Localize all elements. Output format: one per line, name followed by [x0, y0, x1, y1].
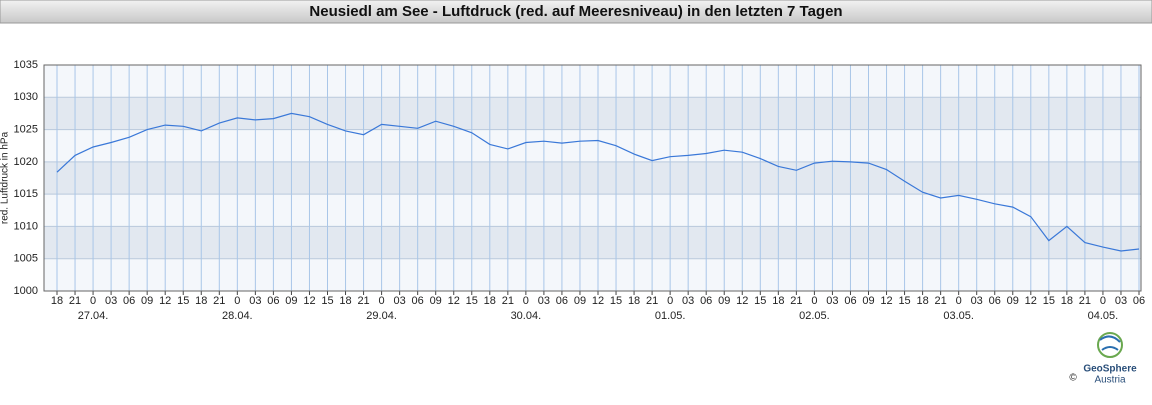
x-tick-label: 21 [1079, 295, 1091, 307]
x-tick-label: 18 [772, 295, 784, 307]
x-tick-label: 21 [69, 295, 81, 307]
y-tick-label: 1020 [14, 156, 38, 168]
x-tick-label: 21 [213, 295, 225, 307]
x-tick-label: 21 [790, 295, 802, 307]
logo-name: GeoSphere [1083, 364, 1137, 375]
x-tick-label: 06 [700, 295, 712, 307]
x-tick-label: 09 [862, 295, 874, 307]
x-tick-label: 18 [51, 295, 63, 307]
x-tick-label: 06 [267, 295, 279, 307]
x-tick-label: 0 [523, 295, 529, 307]
x-tick-label: 15 [898, 295, 910, 307]
x-tick-label: 12 [592, 295, 604, 307]
x-tick-label: 21 [502, 295, 514, 307]
date-label: 29.04. [366, 310, 397, 322]
x-tick-label: 06 [123, 295, 135, 307]
y-tick-label: 1010 [14, 220, 38, 232]
y-axis-label: red. Luftdruck in hPa [0, 131, 11, 224]
date-label: 30.04. [511, 310, 542, 322]
x-tick-label: 0 [1100, 295, 1106, 307]
x-tick-label: 03 [394, 295, 406, 307]
x-tick-label: 0 [667, 295, 673, 307]
x-tick-label: 06 [989, 295, 1001, 307]
x-tick-label: 18 [628, 295, 640, 307]
x-tick-label: 18 [1061, 295, 1073, 307]
date-label: 02.05. [799, 310, 830, 322]
x-tick-label: 0 [379, 295, 385, 307]
x-tick-label: 15 [1043, 295, 1055, 307]
x-tick-label: 0 [811, 295, 817, 307]
x-tick-label: 03 [249, 295, 261, 307]
x-tick-label: 0 [90, 295, 96, 307]
plot-border [43, 64, 1142, 292]
x-tick-label: 06 [412, 295, 424, 307]
x-tick-label: 03 [105, 295, 117, 307]
date-label: 01.05. [655, 310, 686, 322]
logo-sub: Austria [1094, 375, 1126, 386]
x-tick-label: 06 [844, 295, 856, 307]
x-tick-label: 09 [430, 295, 442, 307]
x-tick-label: 03 [682, 295, 694, 307]
x-tick-label: 12 [880, 295, 892, 307]
x-tick-label: 21 [935, 295, 947, 307]
x-tick-label: 0 [956, 295, 962, 307]
x-tick-label: 09 [1007, 295, 1019, 307]
x-tick-label: 15 [466, 295, 478, 307]
x-tick-label: 09 [285, 295, 297, 307]
x-tick-label: 12 [736, 295, 748, 307]
y-tick-label: 1000 [14, 285, 38, 297]
x-tick-label: 03 [826, 295, 838, 307]
date-label: 28.04. [222, 310, 253, 322]
x-tick-label: 12 [159, 295, 171, 307]
y-tick-label: 1030 [14, 91, 38, 103]
data-line [56, 112, 1140, 252]
y-tick-label: 1005 [14, 253, 38, 265]
date-label: 03.05. [943, 310, 974, 322]
logo-icon [1097, 332, 1123, 358]
logo-icon [1099, 335, 1121, 351]
x-tick-label: 21 [646, 295, 658, 307]
x-tick-label: 21 [357, 295, 369, 307]
x-tick-label: 18 [195, 295, 207, 307]
x-tick-label: 12 [303, 295, 315, 307]
date-label: 27.04. [78, 310, 109, 322]
y-tick-label: 1025 [14, 123, 38, 135]
x-tick-label: 15 [177, 295, 189, 307]
x-tick-label: 06 [556, 295, 568, 307]
x-tick-label: 0 [234, 295, 240, 307]
y-tick-label: 1035 [14, 59, 38, 71]
x-tick-label: 15 [321, 295, 333, 307]
title-bar [0, 0, 1152, 24]
y-tick-label: 1015 [14, 188, 38, 200]
x-tick-label: 09 [718, 295, 730, 307]
chart-title: Neusiedl am See - Luftdruck (red. auf Me… [309, 3, 842, 20]
x-tick-label: 18 [484, 295, 496, 307]
x-tick-label: 18 [916, 295, 928, 307]
x-tick-label: 03 [538, 295, 550, 307]
copyright: © [1069, 373, 1077, 384]
x-tick-label: 09 [141, 295, 153, 307]
x-tick-label: 18 [339, 295, 351, 307]
logo [1097, 332, 1123, 358]
x-tick-label: 03 [1115, 295, 1127, 307]
x-tick-label: 09 [574, 295, 586, 307]
x-tick-label: 12 [448, 295, 460, 307]
x-tick-label: 12 [1025, 295, 1037, 307]
x-tick-label: 15 [754, 295, 766, 307]
date-label: 04.05. [1088, 310, 1119, 322]
x-tick-label: 15 [610, 295, 622, 307]
x-tick-label: 06 [1133, 295, 1145, 307]
x-tick-label: 03 [971, 295, 983, 307]
